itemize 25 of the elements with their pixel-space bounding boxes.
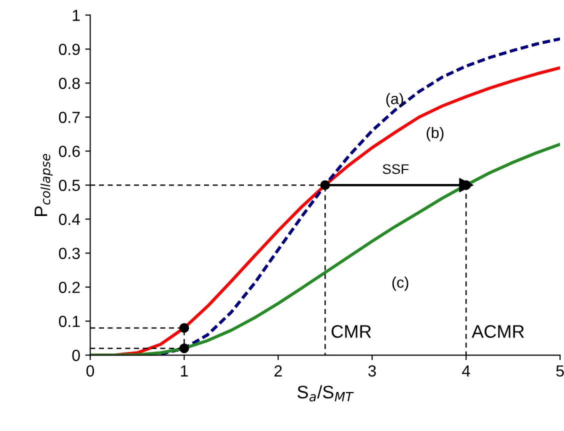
annotation: (a) bbox=[386, 92, 404, 108]
y-tick-label: 0.1 bbox=[58, 316, 80, 328]
x-axis-title: S$_{a}$/S$_{MT}$ bbox=[298, 385, 354, 402]
x-tick-label: 5 bbox=[556, 365, 564, 377]
y-tick-label: 0.8 bbox=[58, 78, 80, 90]
x-tick-label: 1 bbox=[180, 365, 188, 376]
x-tick-label: 2 bbox=[274, 365, 282, 376]
y-tick-label: 0.3 bbox=[58, 248, 80, 260]
y-tick-label: 1 bbox=[72, 10, 80, 21]
x-tick-label: 3 bbox=[368, 365, 376, 377]
annotation: (b) bbox=[426, 126, 444, 142]
y-tick-label: 0.9 bbox=[58, 44, 80, 56]
y-tick-label: 0 bbox=[72, 350, 80, 362]
y-tick-label: 0.4 bbox=[58, 214, 80, 226]
x-tick-label: 0 bbox=[86, 365, 94, 377]
y-tick-label: 0.5 bbox=[58, 180, 80, 192]
x-tick-label: 4 bbox=[462, 365, 470, 376]
y-tick-label: 0.2 bbox=[58, 282, 80, 294]
annotation: ACMR bbox=[472, 325, 524, 338]
annotation: SSF bbox=[382, 164, 409, 174]
annotation: (c) bbox=[392, 276, 408, 291]
annotation: CMR bbox=[332, 325, 371, 338]
y-axis-title: P$_{collapse}$ bbox=[34, 154, 53, 216]
y-tick-label: 0.7 bbox=[58, 112, 80, 124]
y-tick-label: 0.6 bbox=[58, 146, 80, 158]
